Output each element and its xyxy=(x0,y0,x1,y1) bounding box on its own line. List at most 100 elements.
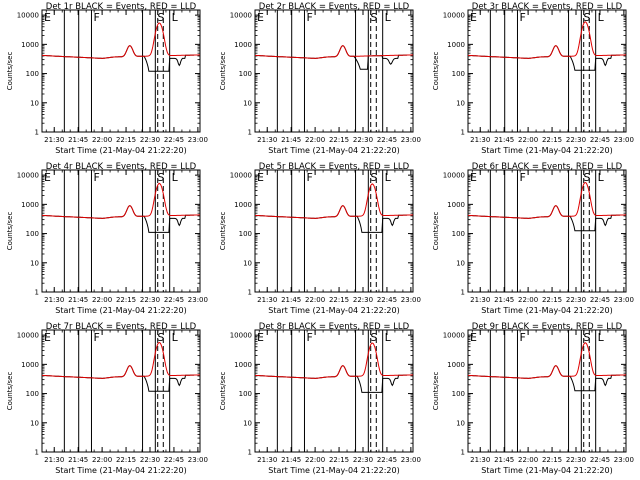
interval-label: L xyxy=(385,11,392,24)
x-tick-label: 23:00 xyxy=(614,456,634,464)
y-tick-label: 10000 xyxy=(230,332,252,340)
interval-label: E xyxy=(257,171,264,184)
x-tick-label: 23:00 xyxy=(614,296,634,304)
x-tick-label: 22:00 xyxy=(92,296,112,304)
interval-label: E xyxy=(470,11,477,24)
lld-series-line xyxy=(468,181,626,219)
x-tick-label: 22:15 xyxy=(116,136,136,144)
events-series-line xyxy=(255,365,413,393)
x-tick-label: 22:15 xyxy=(542,456,562,464)
x-tick-label: 23:00 xyxy=(188,296,208,304)
x-tick-label: 21:45 xyxy=(68,456,88,464)
interval-label: F xyxy=(93,331,99,344)
y-axis-label: Counts/sec xyxy=(432,212,440,251)
x-tick-label: 22:45 xyxy=(164,296,184,304)
y-tick-label: 10000 xyxy=(443,12,465,20)
interval-label: L xyxy=(598,171,605,184)
x-tick-label: 21:45 xyxy=(281,136,301,144)
y-tick-label: 10000 xyxy=(230,172,252,180)
interval-label: S xyxy=(370,171,377,184)
x-tick-label: 22:00 xyxy=(305,296,325,304)
interval-label: S xyxy=(157,171,164,184)
x-tick-label: 23:00 xyxy=(401,136,421,144)
y-tick-label: 10 xyxy=(243,99,252,107)
x-tick-label: 22:45 xyxy=(164,136,184,144)
x-tick-label: 22:45 xyxy=(164,456,184,464)
interval-label: S xyxy=(583,11,590,24)
x-tick-label: 22:00 xyxy=(92,136,112,144)
x-axis-label: Start Time (21-May-04 21:22:20) xyxy=(55,146,186,155)
y-tick-label: 10 xyxy=(243,419,252,427)
y-axis-label: Counts/sec xyxy=(432,52,440,91)
interval-label: S xyxy=(583,331,590,344)
series-group xyxy=(42,341,200,392)
interval-label: S xyxy=(157,11,164,24)
chart-title: Det 6r BLACK = Events, RED = LLD xyxy=(472,162,623,172)
chart-panel-3: Det 3r BLACK = Events, RED = LLD Counts/s… xyxy=(432,2,634,155)
plot-frame xyxy=(41,9,201,133)
y-tick-label: 1000 xyxy=(234,41,252,49)
y-tick-label: 10000 xyxy=(443,172,465,180)
y-tick-label: 100 xyxy=(26,230,39,238)
events-series-line xyxy=(468,205,626,232)
y-tick-label: 100 xyxy=(26,70,39,78)
plot-frame xyxy=(41,169,201,293)
chart-panel-5: Det 5r BLACK = Events, RED = LLD Counts/s… xyxy=(219,162,421,315)
chart-title: Det 7r BLACK = Events, RED = LLD xyxy=(46,322,197,332)
interval-label: L xyxy=(385,331,392,344)
x-axis-label: Start Time (21-May-04 21:22:20) xyxy=(268,306,399,315)
chart-panel-1: Det 1r BLACK = Events, RED = LLD Counts/s… xyxy=(6,2,208,155)
chart-panel-8: Det 8r BLACK = Events, RED = LLD Counts/s… xyxy=(219,322,421,475)
plot-frame xyxy=(467,329,627,453)
events-series-line xyxy=(255,45,413,70)
x-tick-label: 21:30 xyxy=(44,296,64,304)
y-tick-label: 1000 xyxy=(234,201,252,209)
x-tick-label: 23:00 xyxy=(188,136,208,144)
chart-title: Det 3r BLACK = Events, RED = LLD xyxy=(472,2,623,12)
x-tick-label: 22:15 xyxy=(329,296,349,304)
interval-label: L xyxy=(598,11,605,24)
x-tick-label: 22:00 xyxy=(518,136,538,144)
x-tick-label: 22:00 xyxy=(92,456,112,464)
y-axis-label: Counts/sec xyxy=(432,372,440,411)
series-group xyxy=(42,22,200,72)
y-tick-label: 1 xyxy=(35,129,39,137)
x-axis-label: Start Time (21-May-04 21:22:20) xyxy=(481,306,612,315)
events-series-line xyxy=(42,45,200,72)
y-tick-label: 10000 xyxy=(230,12,252,20)
x-tick-label: 22:30 xyxy=(353,456,373,464)
y-tick-label: 1000 xyxy=(234,361,252,369)
interval-label: L xyxy=(598,331,605,344)
interval-label: L xyxy=(172,331,179,344)
interval-label: E xyxy=(470,171,477,184)
interval-label: E xyxy=(44,331,51,344)
y-tick-label: 1000 xyxy=(21,41,39,49)
x-tick-label: 22:45 xyxy=(590,456,610,464)
y-axis-label: Counts/sec xyxy=(6,372,14,411)
chart-title: Det 2r BLACK = Events, RED = LLD xyxy=(259,2,410,12)
y-tick-label: 1000 xyxy=(447,201,465,209)
events-series-line xyxy=(468,365,626,392)
y-tick-label: 1 xyxy=(35,289,39,297)
x-tick-label: 22:00 xyxy=(305,136,325,144)
x-axis-label: Start Time (21-May-04 21:22:20) xyxy=(55,466,186,475)
x-tick-label: 21:30 xyxy=(44,456,64,464)
lld-series-line xyxy=(42,182,200,219)
y-tick-label: 100 xyxy=(26,390,39,398)
interval-label: S xyxy=(157,331,164,344)
x-tick-label: 23:00 xyxy=(401,296,421,304)
y-tick-label: 100 xyxy=(452,70,465,78)
interval-label: S xyxy=(370,331,377,344)
interval-label: F xyxy=(519,171,525,184)
y-axis-label: Counts/sec xyxy=(219,52,227,91)
x-axis-label: Start Time (21-May-04 21:22:20) xyxy=(268,466,399,475)
chart-title: Det 4r BLACK = Events, RED = LLD xyxy=(46,162,197,172)
y-tick-label: 1 xyxy=(35,449,39,457)
x-tick-label: 22:15 xyxy=(329,456,349,464)
x-tick-label: 21:30 xyxy=(257,456,277,464)
y-tick-label: 100 xyxy=(239,390,252,398)
x-tick-label: 22:15 xyxy=(116,296,136,304)
x-tick-label: 21:30 xyxy=(257,136,277,144)
y-tick-label: 1 xyxy=(248,449,252,457)
series-group xyxy=(468,342,626,392)
